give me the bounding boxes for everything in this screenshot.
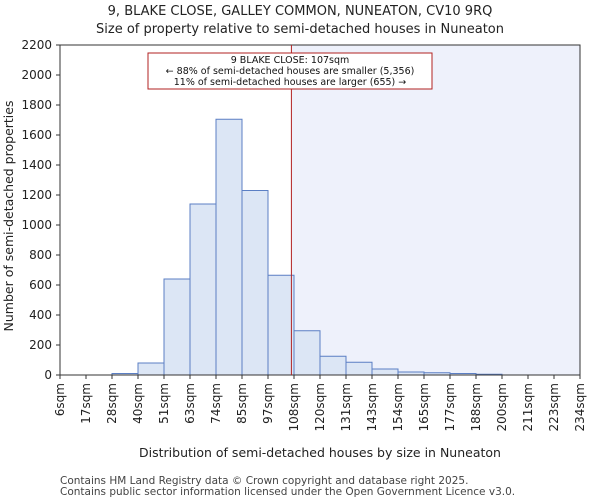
y-axis-label: Number of semi-detached properties (1, 101, 16, 332)
x-tick-label: 234sqm (573, 383, 587, 431)
bar-63sqm (189, 203, 217, 376)
chart-title: 9, BLAKE CLOSE, GALLEY COMMON, NUNEATON,… (108, 4, 493, 19)
y-tick-label: 1800 (21, 98, 52, 112)
x-tick-label: 154sqm (391, 383, 405, 431)
bar-51sqm (163, 278, 191, 376)
x-tick-label: 177sqm (443, 383, 457, 431)
x-tick-label: 74sqm (209, 383, 223, 424)
x-axis-label: Distribution of semi-detached houses by … (139, 445, 501, 460)
annotation-line-2: ← 88% of semi-detached houses are smalle… (166, 66, 415, 77)
x-tick-label: 63sqm (183, 383, 197, 424)
annotation-border (147, 52, 433, 90)
x-tick-label: 17sqm (79, 383, 93, 424)
bar-97sqm (267, 274, 295, 376)
y-tick-label: 1200 (21, 188, 52, 202)
bar-74sqm (215, 118, 243, 376)
x-tick-label: 51sqm (157, 383, 171, 424)
x-tick-label: 97sqm (261, 383, 275, 424)
highlight-region (291, 45, 580, 375)
footer-line-1: Contains HM Land Registry data © Crown c… (60, 475, 468, 487)
x-tick-label: 85sqm (235, 383, 249, 424)
chart-subtitle: Size of property relative to semi-detach… (96, 22, 504, 37)
y-tick-label: 1000 (21, 218, 52, 232)
x-tick-label: 120sqm (313, 383, 327, 431)
x-tick-label: 165sqm (417, 383, 431, 431)
annotation-line-1: 9 BLAKE CLOSE: 107sqm (231, 55, 350, 66)
bar-143sqm (371, 368, 399, 376)
y-tick-label: 200 (29, 338, 52, 352)
y-tick-label: 0 (44, 368, 52, 382)
annotation-box: 9 BLAKE CLOSE: 107sqm ← 88% of semi-deta… (147, 52, 433, 90)
x-tick-label: 28sqm (105, 383, 119, 424)
y-tick-label: 1400 (21, 158, 52, 172)
y-tick-label: 2200 (21, 38, 52, 52)
y-tick-label: 600 (29, 278, 52, 292)
y-tick-label: 800 (29, 248, 52, 262)
x-tick-label: 6sqm (53, 383, 67, 416)
bar-85sqm (241, 190, 269, 376)
x-tick-label: 108sqm (287, 383, 301, 431)
x-tick-label: 40sqm (131, 383, 145, 424)
bars-group (111, 118, 503, 376)
x-tick-label: 143sqm (365, 383, 379, 431)
bar-40sqm (137, 362, 165, 376)
x-tick-label: 188sqm (469, 383, 483, 431)
y-axis-ticks: 0 200 400 600 800 1000 1200 1400 1600 1800 2000 220… (21, 38, 60, 382)
x-tick-label: 200sqm (495, 383, 509, 431)
y-tick-label: 400 (29, 308, 52, 322)
bar-131sqm (345, 361, 373, 376)
x-axis-ticks: 6sqm 17sqm 28sqm 40sqm 51sqm 63sqm 74sqm 85sqm 9… (53, 375, 587, 431)
bar-120sqm (319, 355, 347, 376)
bar-108sqm (293, 330, 321, 376)
x-tick-label: 131sqm (339, 383, 353, 431)
annotation-line-3: 11% of semi-detached houses are larger (… (174, 77, 407, 88)
y-tick-label: 1600 (21, 128, 52, 142)
footer-line-2: Contains public sector information licen… (60, 486, 515, 498)
x-tick-label: 223sqm (547, 383, 561, 431)
y-tick-label: 2000 (21, 68, 52, 82)
x-tick-label: 211sqm (521, 383, 535, 431)
